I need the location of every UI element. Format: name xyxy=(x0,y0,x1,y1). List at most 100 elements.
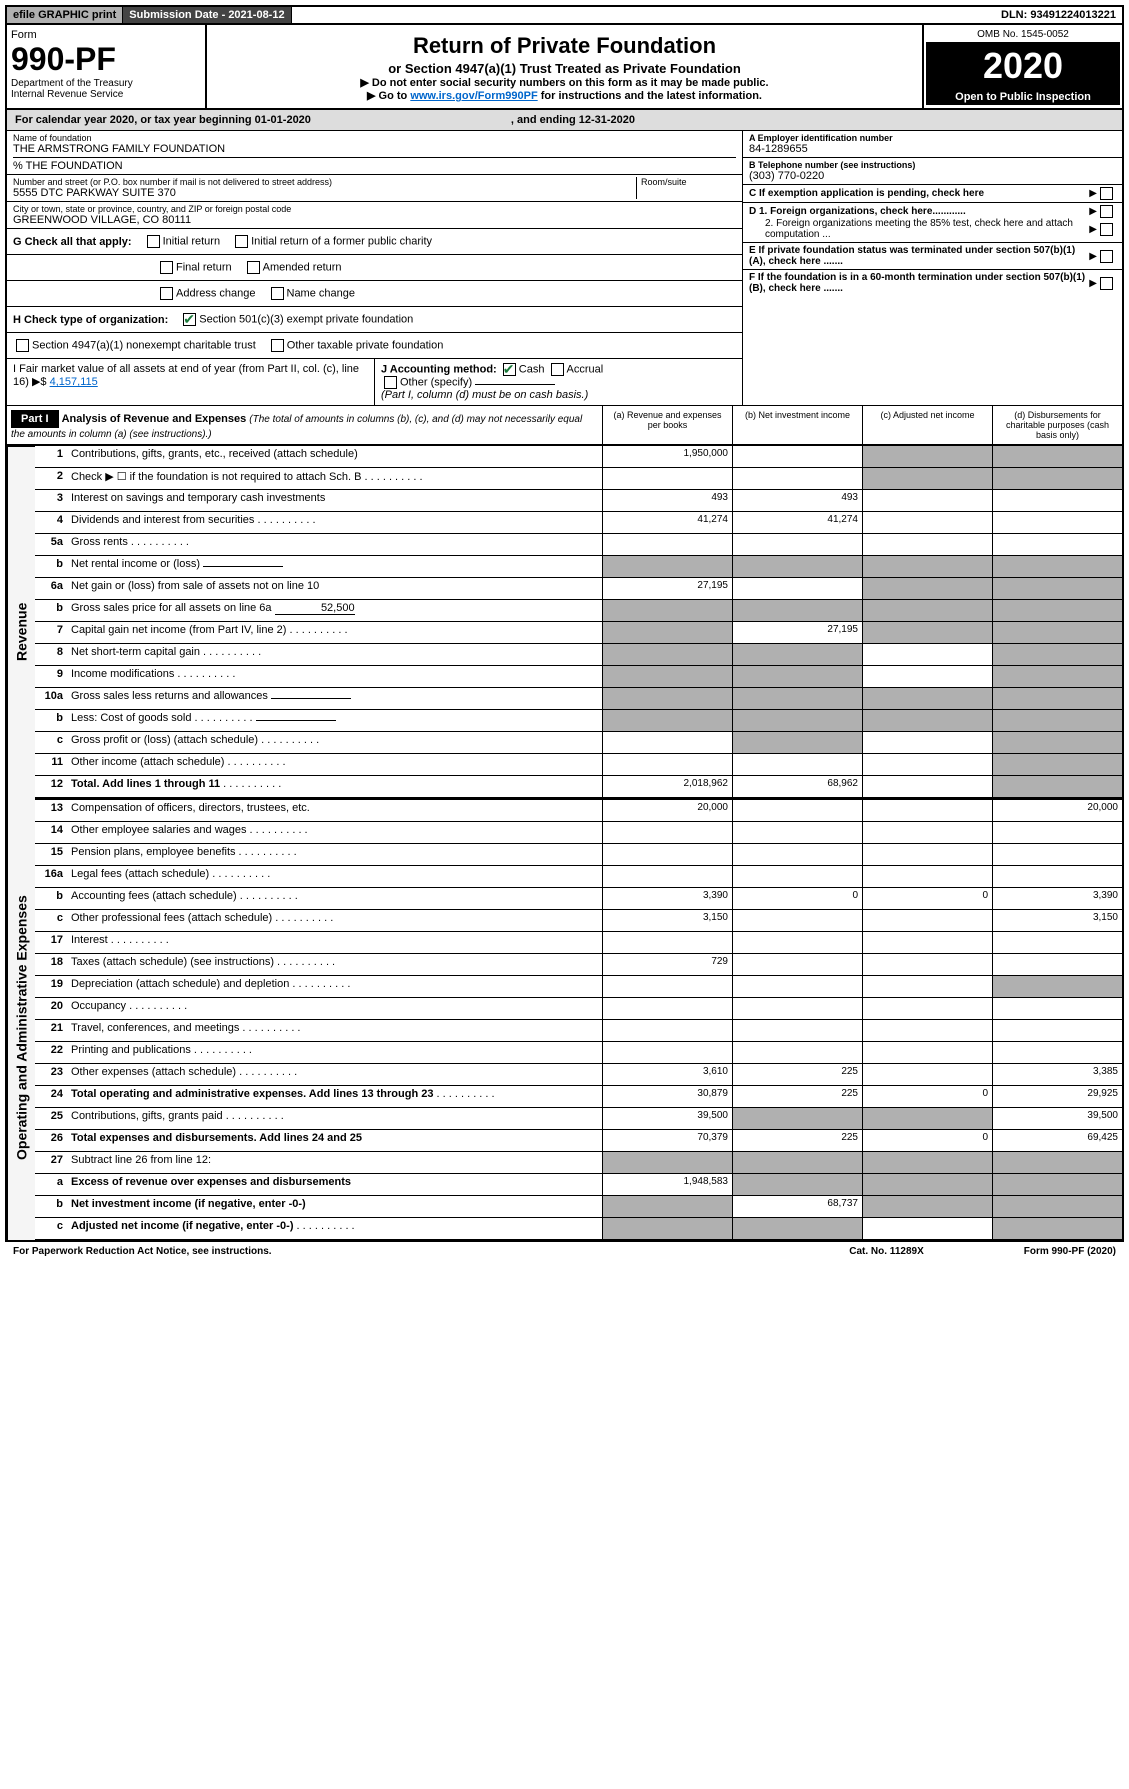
row-desc: Subtract line 26 from line 12: xyxy=(67,1152,602,1173)
val-cell xyxy=(992,998,1122,1019)
val-cell xyxy=(732,732,862,753)
col-c: (c) Adjusted net income xyxy=(862,406,992,444)
row-desc: Other income (attach schedule) xyxy=(67,754,602,775)
val-cell xyxy=(992,468,1122,489)
val-cell xyxy=(732,800,862,821)
val-cell xyxy=(992,556,1122,577)
e-checkbox[interactable] xyxy=(1100,250,1113,263)
val-cell xyxy=(732,578,862,599)
row-desc: Other employee salaries and wages xyxy=(67,822,602,843)
table-row: 14Other employee salaries and wages xyxy=(35,822,1122,844)
info-right: A Employer identification number 84-1289… xyxy=(742,131,1122,405)
row-num: 23 xyxy=(35,1064,67,1085)
row-desc: Gross rents xyxy=(67,534,602,555)
form-link[interactable]: www.irs.gov/Form990PF xyxy=(410,90,537,102)
d1-checkbox[interactable] xyxy=(1100,205,1113,218)
amended-checkbox[interactable] xyxy=(247,261,260,274)
val-cell xyxy=(732,844,862,865)
val-cell: 68,962 xyxy=(732,776,862,797)
val-cell xyxy=(862,732,992,753)
cash-checkbox[interactable] xyxy=(503,363,516,376)
foundation-name: Name of foundation THE ARMSTRONG FAMILY … xyxy=(7,131,742,175)
val-cell xyxy=(862,578,992,599)
val-cell xyxy=(732,1174,862,1195)
val-cell xyxy=(992,1042,1122,1063)
row-num: 10a xyxy=(35,688,67,709)
val-cell: 69,425 xyxy=(992,1130,1122,1151)
other-taxable-checkbox[interactable] xyxy=(271,339,284,352)
table-row: cAdjusted net income (if negative, enter… xyxy=(35,1218,1122,1240)
val-cell xyxy=(992,1020,1122,1041)
main-table: Revenue Operating and Administrative Exp… xyxy=(7,446,1122,1240)
val-cell xyxy=(732,1108,862,1129)
val-cell xyxy=(732,666,862,687)
other-method-checkbox[interactable] xyxy=(384,376,397,389)
val-cell xyxy=(862,1042,992,1063)
row-num: 16a xyxy=(35,866,67,887)
footer-mid: Cat. No. 11289X xyxy=(849,1246,923,1257)
val-cell xyxy=(992,776,1122,797)
table-row: 9Income modifications xyxy=(35,666,1122,688)
val-cell xyxy=(862,622,992,643)
row-num: b xyxy=(35,556,67,577)
row-num: c xyxy=(35,732,67,753)
submission-date: Submission Date - 2021-08-12 xyxy=(123,7,291,23)
phone: B Telephone number (see instructions) (3… xyxy=(743,158,1122,185)
initial-return-checkbox[interactable] xyxy=(147,235,160,248)
val-cell xyxy=(602,1218,732,1239)
val-cell xyxy=(992,1218,1122,1239)
val-cell: 3,150 xyxy=(602,910,732,931)
val-cell xyxy=(862,1064,992,1085)
rows-area: 1Contributions, gifts, grants, etc., rec… xyxy=(35,446,1122,1240)
f-checkbox[interactable] xyxy=(1100,277,1113,290)
val-cell: 27,195 xyxy=(732,622,862,643)
val-cell xyxy=(992,600,1122,621)
row-desc: Legal fees (attach schedule) xyxy=(67,866,602,887)
form-title-area: Return of Private Foundation or Section … xyxy=(207,25,922,108)
4947-checkbox[interactable] xyxy=(16,339,29,352)
val-cell xyxy=(602,1020,732,1041)
501c3-checkbox[interactable] xyxy=(183,313,196,326)
val-cell xyxy=(992,688,1122,709)
d2-checkbox[interactable] xyxy=(1100,223,1113,236)
row-desc: Other expenses (attach schedule) xyxy=(67,1064,602,1085)
addr-change-checkbox[interactable] xyxy=(160,287,173,300)
accrual-checkbox[interactable] xyxy=(551,363,564,376)
val-cell: 70,379 xyxy=(602,1130,732,1151)
info-left: Name of foundation THE ARMSTRONG FAMILY … xyxy=(7,131,742,405)
val-cell xyxy=(732,468,862,489)
table-row: 2Check ▶ ☐ if the foundation is not requ… xyxy=(35,468,1122,490)
row-num: 21 xyxy=(35,1020,67,1041)
table-row: 16aLegal fees (attach schedule) xyxy=(35,866,1122,888)
omb: OMB No. 1545-0052 xyxy=(926,27,1120,43)
g-checks-2: Final return Amended return xyxy=(7,255,742,281)
e-terminated: E If private foundation status was termi… xyxy=(743,243,1122,270)
table-row: 27Subtract line 26 from line 12: xyxy=(35,1152,1122,1174)
row-num: 22 xyxy=(35,1042,67,1063)
val-cell xyxy=(602,622,732,643)
final-return-checkbox[interactable] xyxy=(160,261,173,274)
row-desc: Printing and publications xyxy=(67,1042,602,1063)
val-cell xyxy=(732,998,862,1019)
val-cell: 41,274 xyxy=(732,512,862,533)
efile-label: efile GRAPHIC print xyxy=(7,7,123,23)
val-cell xyxy=(992,512,1122,533)
info-grid: Name of foundation THE ARMSTRONG FAMILY … xyxy=(7,131,1122,406)
table-row: bGross sales price for all assets on lin… xyxy=(35,600,1122,622)
table-row: 13Compensation of officers, directors, t… xyxy=(35,800,1122,822)
val-cell xyxy=(862,600,992,621)
name-change-checkbox[interactable] xyxy=(271,287,284,300)
val-cell: 39,500 xyxy=(602,1108,732,1129)
val-cell: 41,274 xyxy=(602,512,732,533)
val-cell: 0 xyxy=(862,1130,992,1151)
initial-pub-checkbox[interactable] xyxy=(235,235,248,248)
val-cell: 20,000 xyxy=(602,800,732,821)
fmv-link[interactable]: 4,157,115 xyxy=(50,376,98,388)
val-cell: 225 xyxy=(732,1086,862,1107)
c-checkbox[interactable] xyxy=(1100,187,1113,200)
table-row: 17Interest xyxy=(35,932,1122,954)
val-cell xyxy=(732,600,862,621)
table-row: cOther professional fees (attach schedul… xyxy=(35,910,1122,932)
row-desc: Excess of revenue over expenses and disb… xyxy=(67,1174,602,1195)
table-row: cGross profit or (loss) (attach schedule… xyxy=(35,732,1122,754)
